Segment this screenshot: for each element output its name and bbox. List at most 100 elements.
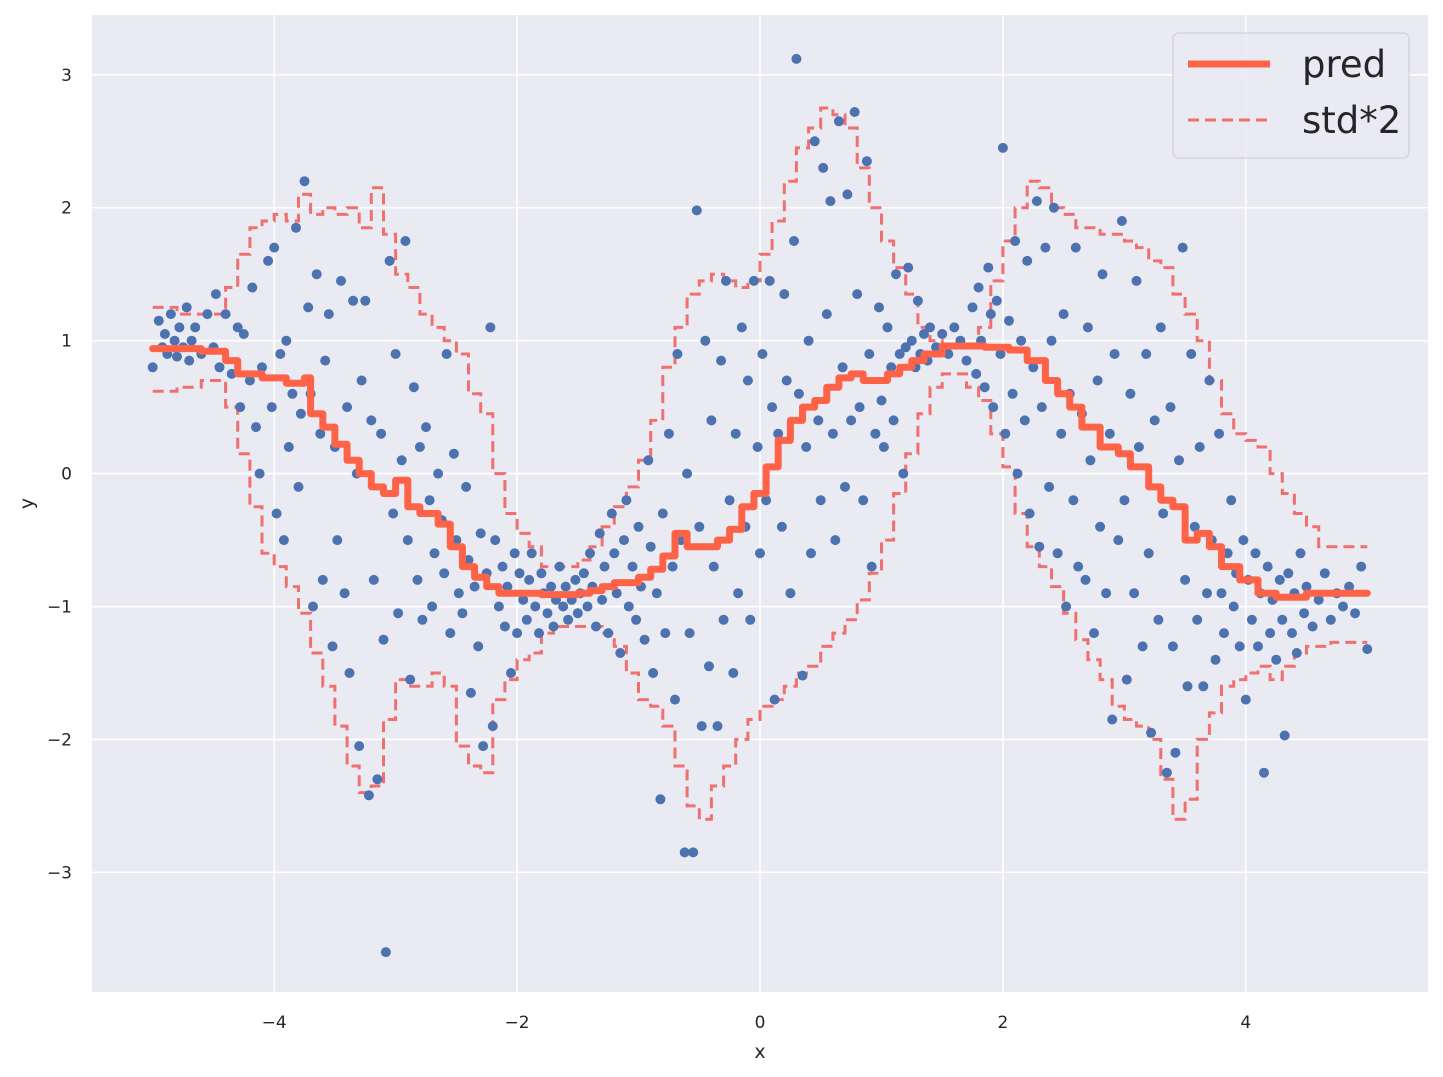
scatter-point	[643, 455, 654, 466]
scatter-point	[445, 628, 456, 639]
scatter-point	[943, 349, 954, 359]
x-tick-label: −4	[262, 1013, 287, 1033]
scatter-point	[633, 521, 644, 532]
scatter-point	[1319, 568, 1330, 579]
scatter-point	[733, 588, 744, 599]
scatter-point	[874, 302, 884, 313]
y-tick-label: 3	[61, 66, 72, 86]
scatter-point	[315, 428, 326, 439]
scatter-point	[238, 329, 249, 339]
legend-label-pred: pred	[1302, 43, 1386, 86]
scatter-point	[1004, 315, 1014, 326]
scatter-point	[852, 289, 863, 300]
scatter-point	[360, 295, 371, 306]
scatter-point	[332, 535, 343, 546]
scatter-point	[609, 548, 620, 559]
scatter-point	[684, 628, 695, 639]
scatter-point	[655, 794, 666, 805]
scatter-point	[1265, 628, 1276, 639]
scatter-point	[448, 448, 459, 459]
scatter-point	[597, 594, 608, 605]
scatter-point	[1097, 269, 1108, 280]
scatter-point	[1143, 548, 1154, 559]
scatter-point	[1313, 594, 1324, 605]
scatter-point	[627, 561, 638, 572]
scatter-point	[1287, 628, 1297, 639]
scatter-point	[247, 282, 258, 293]
scatter-point	[791, 53, 802, 64]
scatter-point	[779, 289, 790, 300]
scatter-point	[490, 535, 501, 546]
scatter-point	[1082, 322, 1093, 333]
scatter-point	[408, 382, 419, 393]
scatter-point	[1189, 521, 1200, 532]
scatter-point	[789, 236, 799, 246]
scatter-point	[1262, 561, 1273, 572]
scatter-point	[1277, 614, 1288, 625]
scatter-point	[390, 349, 401, 359]
scatter-point	[1219, 628, 1229, 639]
scatter-point	[281, 335, 292, 346]
scatter-point	[299, 176, 310, 187]
scatter-point	[560, 581, 571, 592]
scatter-point	[708, 561, 719, 572]
scatter-point	[427, 601, 438, 612]
scatter-point	[1307, 621, 1318, 632]
scatter-points	[147, 53, 1373, 958]
scatter-point	[1040, 242, 1051, 253]
scatter-point	[1101, 588, 1112, 599]
scatter-point	[1044, 481, 1055, 492]
scatter-point	[384, 255, 395, 266]
scatter-point	[937, 329, 948, 339]
scatter-point	[801, 442, 812, 452]
scatter-point	[898, 468, 909, 479]
scatter-point	[548, 621, 559, 632]
scatter-point	[621, 495, 632, 506]
scatter-point	[1137, 641, 1148, 652]
scatter-point	[931, 342, 942, 353]
scatter-point	[1362, 644, 1373, 655]
scatter-point	[813, 415, 824, 426]
scatter-point	[266, 402, 277, 413]
scatter-point	[339, 588, 350, 599]
y-tick-label: −2	[47, 730, 72, 750]
scatter-point	[327, 641, 338, 652]
scatter-point	[842, 189, 853, 200]
scatter-point	[165, 309, 176, 320]
scatter-point	[1052, 548, 1063, 559]
scatter-point	[611, 588, 622, 599]
scatter-point	[878, 442, 889, 452]
scatter-point	[631, 614, 642, 625]
scatter-point	[251, 422, 261, 433]
scatter-point	[1070, 242, 1081, 253]
scatter-point	[1161, 767, 1172, 778]
scatter-point	[854, 402, 865, 413]
scatter-point	[1167, 641, 1178, 652]
scatter-point	[1182, 681, 1193, 692]
scatter-point	[1202, 588, 1212, 599]
scatter-point	[809, 136, 820, 147]
scatter-point	[1259, 767, 1269, 778]
scatter-point	[667, 561, 678, 572]
scatter-point	[1210, 654, 1221, 665]
scatter-point	[530, 601, 541, 612]
scatter-point	[979, 382, 990, 393]
x-tick-label: 0	[755, 1013, 766, 1033]
scatter-point	[1274, 574, 1285, 585]
scatter-point	[1295, 548, 1306, 559]
scatter-point	[1012, 468, 1023, 479]
scatter-point	[606, 508, 617, 519]
scatter-point	[1155, 322, 1166, 333]
scatter-point	[342, 402, 353, 413]
scatter-point	[757, 349, 768, 359]
scatter-point	[663, 428, 674, 439]
scatter-point	[232, 322, 243, 333]
scatter-point	[1153, 614, 1164, 625]
scatter-point	[378, 634, 389, 645]
scatter-point	[724, 495, 735, 506]
scatter-point	[1104, 428, 1115, 439]
scatter-point	[271, 508, 282, 519]
scatter-point	[1214, 428, 1225, 439]
scatter-point	[1192, 614, 1203, 625]
scatter-point	[1283, 568, 1294, 579]
